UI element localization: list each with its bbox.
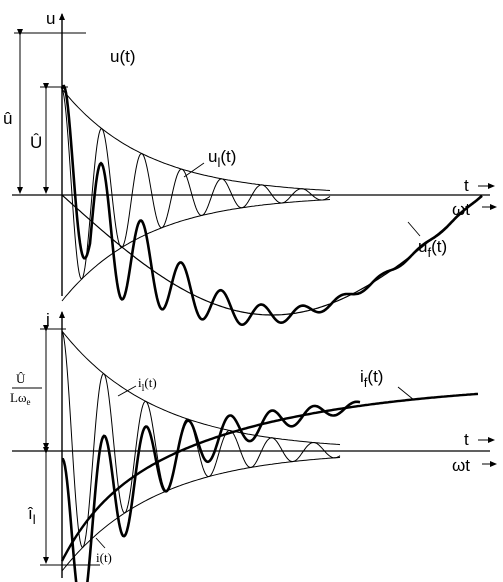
upper-forced-leader bbox=[407, 221, 421, 237]
upper-v-axis-label: u bbox=[46, 9, 55, 28]
lower-v-axis-label: i bbox=[46, 310, 50, 329]
upper-free-leader bbox=[183, 162, 205, 178]
lower-amp-free-label: îl bbox=[27, 504, 36, 527]
lower-frac-denominator: Lωe bbox=[10, 390, 31, 407]
upper-envelope-top bbox=[61, 88, 331, 191]
upper-wt-axis-label: ωt bbox=[452, 200, 470, 219]
lower-panel: i t ωt Û Lωe îl il(t) if(t) i(t) bbox=[10, 310, 497, 582]
upper-total-curve bbox=[60, 84, 483, 327]
lower-envelope-top bbox=[61, 330, 341, 446]
lower-forced-curve bbox=[60, 392, 479, 562]
lower-free-oscillation-curve bbox=[61, 330, 341, 548]
lower-t-axis-label: t bbox=[464, 430, 469, 449]
upper-amp-total-label: û bbox=[3, 109, 12, 128]
upper-t-axis-label: t bbox=[464, 176, 469, 195]
upper-free-curve-label: ul(t) bbox=[208, 147, 236, 170]
lower-free-curve-label: il(t) bbox=[138, 375, 157, 394]
upper-panel: u t ωt û Û u(t) ul(t) uf(t) bbox=[3, 9, 497, 327]
lower-total-leader bbox=[95, 537, 106, 549]
lower-forced-curve-label: if(t) bbox=[360, 367, 383, 390]
upper-total-curve-label: u(t) bbox=[110, 47, 136, 66]
lower-free-leader bbox=[117, 385, 137, 397]
lower-forced-leader bbox=[397, 386, 415, 401]
lower-wt-axis-label: ωt bbox=[452, 456, 470, 475]
upper-amp-free-label: Û bbox=[30, 133, 42, 152]
lower-total-curve bbox=[61, 400, 361, 582]
upper-free-oscillation-curve bbox=[61, 88, 331, 280]
lower-frac-numerator: Û bbox=[16, 371, 26, 386]
upper-forced-curve-label: uf(t) bbox=[418, 237, 447, 260]
upper-envelope-bottom bbox=[61, 199, 331, 302]
lower-total-curve-label: i(t) bbox=[96, 550, 112, 565]
